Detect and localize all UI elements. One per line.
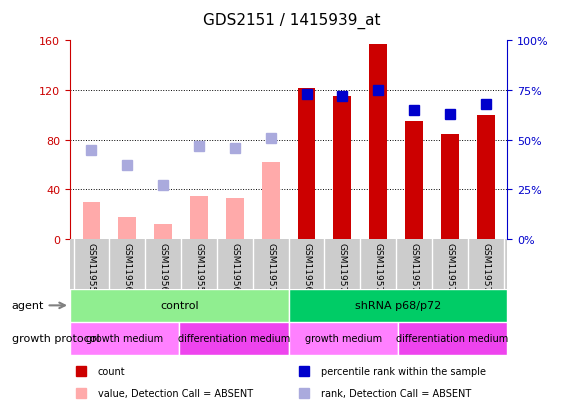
FancyBboxPatch shape [70,322,179,355]
Bar [405,122,423,240]
Bar [83,202,100,240]
Text: GSM119568: GSM119568 [230,242,240,297]
Text: shRNA p68/p72: shRNA p68/p72 [355,301,441,311]
FancyBboxPatch shape [289,289,507,322]
Bar [190,196,208,240]
Text: GSM119573: GSM119573 [445,242,454,297]
Text: differentiation medium: differentiation medium [178,334,290,344]
Text: differentiation medium: differentiation medium [396,334,509,344]
Bar [369,45,387,240]
Bar [262,163,280,240]
Text: count: count [98,366,125,376]
Bar [297,88,315,240]
Text: GSM119558: GSM119558 [195,242,203,297]
Text: agent: agent [12,301,44,311]
Text: GSM119567: GSM119567 [302,242,311,297]
Bar [226,199,244,240]
Text: GDS2151 / 1415939_at: GDS2151 / 1415939_at [203,12,380,28]
FancyBboxPatch shape [289,322,398,355]
FancyBboxPatch shape [70,289,289,322]
Bar [154,225,172,240]
Text: growth medium: growth medium [305,334,382,344]
Text: GSM119563: GSM119563 [123,242,132,297]
Text: GSM119571: GSM119571 [266,242,275,297]
Text: growth protocol: growth protocol [12,334,99,344]
FancyBboxPatch shape [179,322,289,355]
Text: GSM119575: GSM119575 [481,242,490,297]
Text: GSM119559: GSM119559 [87,242,96,297]
Text: value, Detection Call = ABSENT: value, Detection Call = ABSENT [98,388,253,398]
Bar [333,97,352,240]
Text: rank, Detection Call = ABSENT: rank, Detection Call = ABSENT [321,388,471,398]
Text: GSM119574: GSM119574 [338,242,347,297]
Text: GSM119577: GSM119577 [374,242,382,297]
Bar [441,134,459,240]
Text: growth medium: growth medium [86,334,163,344]
Text: percentile rank within the sample: percentile rank within the sample [321,366,486,376]
Bar [118,217,136,240]
FancyBboxPatch shape [398,322,507,355]
Text: GSM119572: GSM119572 [409,242,419,297]
Bar [477,116,494,240]
Text: GSM119565: GSM119565 [159,242,168,297]
Text: control: control [160,301,199,311]
